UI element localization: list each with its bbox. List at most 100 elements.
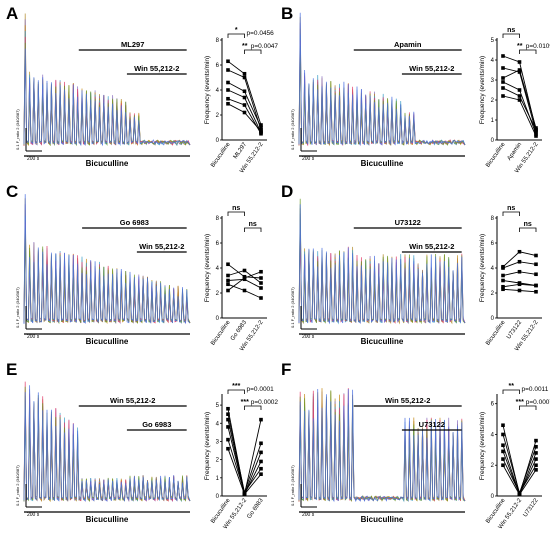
data-point xyxy=(242,110,247,115)
data-point xyxy=(517,70,522,74)
series-line xyxy=(227,408,262,495)
sig-bracket-1 xyxy=(502,211,520,216)
data-point xyxy=(534,283,538,288)
drug1-label: ML297 xyxy=(121,40,144,49)
sig-bracket-1 xyxy=(227,211,245,216)
p-value-1: p=0.0456 xyxy=(247,30,275,37)
y-tick-label: 0 xyxy=(216,316,220,322)
data-point xyxy=(259,123,263,127)
trace-line xyxy=(23,36,191,146)
panel-c: C Bicuculline Go 6983 Win 55,212-2 200 s 0.1 … xyxy=(0,178,275,356)
frequency-plot: 0 2 4 6 8 Frequency (events/min) Bicuculline ML… xyxy=(204,27,278,174)
data-point xyxy=(226,406,230,411)
y-tick-label: 6 xyxy=(491,402,495,408)
data-point xyxy=(517,269,522,274)
data-point xyxy=(226,278,230,283)
y-tick-label: 5 xyxy=(491,38,495,44)
data-point xyxy=(501,287,505,292)
bicuculline-label: Bicuculline xyxy=(361,159,404,168)
data-point xyxy=(501,66,505,70)
trace-line xyxy=(23,25,191,147)
sig-marker-2: *** xyxy=(516,399,524,406)
sig-marker-2: ns xyxy=(524,221,532,228)
data-point xyxy=(517,98,522,102)
data-point xyxy=(501,423,505,428)
scale-label: 200 s xyxy=(27,512,40,518)
data-point xyxy=(242,288,247,293)
y-tick-label: 3 xyxy=(216,439,220,445)
data-point xyxy=(534,272,538,277)
data-point xyxy=(501,94,505,98)
panel-f: F Bicuculline Win 55,212-2 U73122 200 s 0.1 F… xyxy=(275,356,550,534)
data-point xyxy=(242,71,247,76)
scale-label: 200 s xyxy=(302,512,315,518)
series-line xyxy=(227,271,262,291)
data-point xyxy=(259,129,263,134)
x-tick-label: Bicuculline xyxy=(210,319,232,346)
data-point xyxy=(259,269,263,274)
data-point xyxy=(242,103,247,107)
data-point xyxy=(534,134,538,138)
trace-line xyxy=(298,388,466,503)
trace-y-label: 0.1 F_ratio 2 (340/387) xyxy=(290,287,295,328)
data-point xyxy=(259,131,263,136)
trace-y-label: 0.1 F_ratio 2 (340/387) xyxy=(15,109,20,150)
panel-svg: Bicuculline Win 55,212-2 Go 6983 200 s 0.1 F… xyxy=(15,381,278,530)
panel-letter: C xyxy=(6,182,19,201)
y-tick-label: 8 xyxy=(216,38,220,44)
p-value-2: p=0.0007 xyxy=(526,399,550,406)
y-tick-label: 5 xyxy=(216,403,220,409)
y-axis-label: Frequency (events/min) xyxy=(479,412,486,480)
sig-bracket-2 xyxy=(244,49,262,54)
x-tick-label: Bicuculline xyxy=(485,319,507,346)
trace-line xyxy=(23,194,191,324)
drug1-label: Apamin xyxy=(394,40,422,49)
panel-svg: Bicuculline Go 6983 Win 55,212-2 200 s 0.1 F… xyxy=(15,194,267,352)
sig-bracket-2 xyxy=(519,227,537,232)
bicuculline-label: Bicuculline xyxy=(86,337,129,346)
data-point xyxy=(501,80,505,84)
y-tick-label: 0 xyxy=(216,494,220,500)
y-tick-label: 2 xyxy=(491,291,495,297)
y-tick-label: 4 xyxy=(491,432,495,438)
y-tick-label: 4 xyxy=(216,421,220,427)
sig-marker-1: ns xyxy=(232,205,240,212)
data-point xyxy=(259,286,263,290)
data-point xyxy=(226,417,230,422)
calcium-trace xyxy=(23,13,191,147)
calcium-trace xyxy=(298,198,466,325)
drug1-label: U73122 xyxy=(395,218,421,227)
panel-b: B Bicuculline Apamin Win 55,212-2 200 s 0.1 F… xyxy=(275,0,550,178)
frequency-plot: 0 2 4 6 8 Frequency (events/min) Bicuculline U7… xyxy=(479,205,542,352)
y-tick-label: 6 xyxy=(216,241,220,247)
data-point xyxy=(226,412,230,416)
y-tick-label: 4 xyxy=(491,58,495,64)
data-point xyxy=(534,128,538,132)
sig-bracket-2 xyxy=(244,405,262,410)
y-axis-label: Frequency (events/min) xyxy=(479,234,486,302)
panel-letter: F xyxy=(281,360,292,379)
data-point xyxy=(501,266,505,270)
y-tick-label: 8 xyxy=(216,216,220,222)
data-point xyxy=(242,89,247,94)
calcium-trace xyxy=(23,381,191,503)
scale-label: 200 s xyxy=(302,156,315,162)
drug2-label: U73122 xyxy=(419,420,445,429)
data-point xyxy=(534,289,538,294)
scale-label: 200 s xyxy=(302,334,315,340)
sig-marker-2: ** xyxy=(517,43,523,50)
data-point xyxy=(226,288,230,293)
data-point xyxy=(259,466,263,471)
p-value-2: p=0.0002 xyxy=(251,399,279,406)
data-point xyxy=(226,96,230,101)
y-tick-label: 2 xyxy=(491,463,495,469)
drug2-label: Go 6983 xyxy=(142,420,171,429)
panel-e: E Bicuculline Win 55,212-2 Go 6983 200 s 0.1 … xyxy=(0,356,278,534)
data-point xyxy=(501,284,505,289)
y-tick-label: 1 xyxy=(216,476,220,482)
data-point xyxy=(242,490,247,495)
data-point xyxy=(517,288,522,293)
x-tick-label: Bicuculline xyxy=(485,141,507,168)
data-point xyxy=(226,101,230,106)
panel-a: A Bicuculline ML297 Win 55,212-2 200 s 0.1 F_… xyxy=(0,0,278,178)
